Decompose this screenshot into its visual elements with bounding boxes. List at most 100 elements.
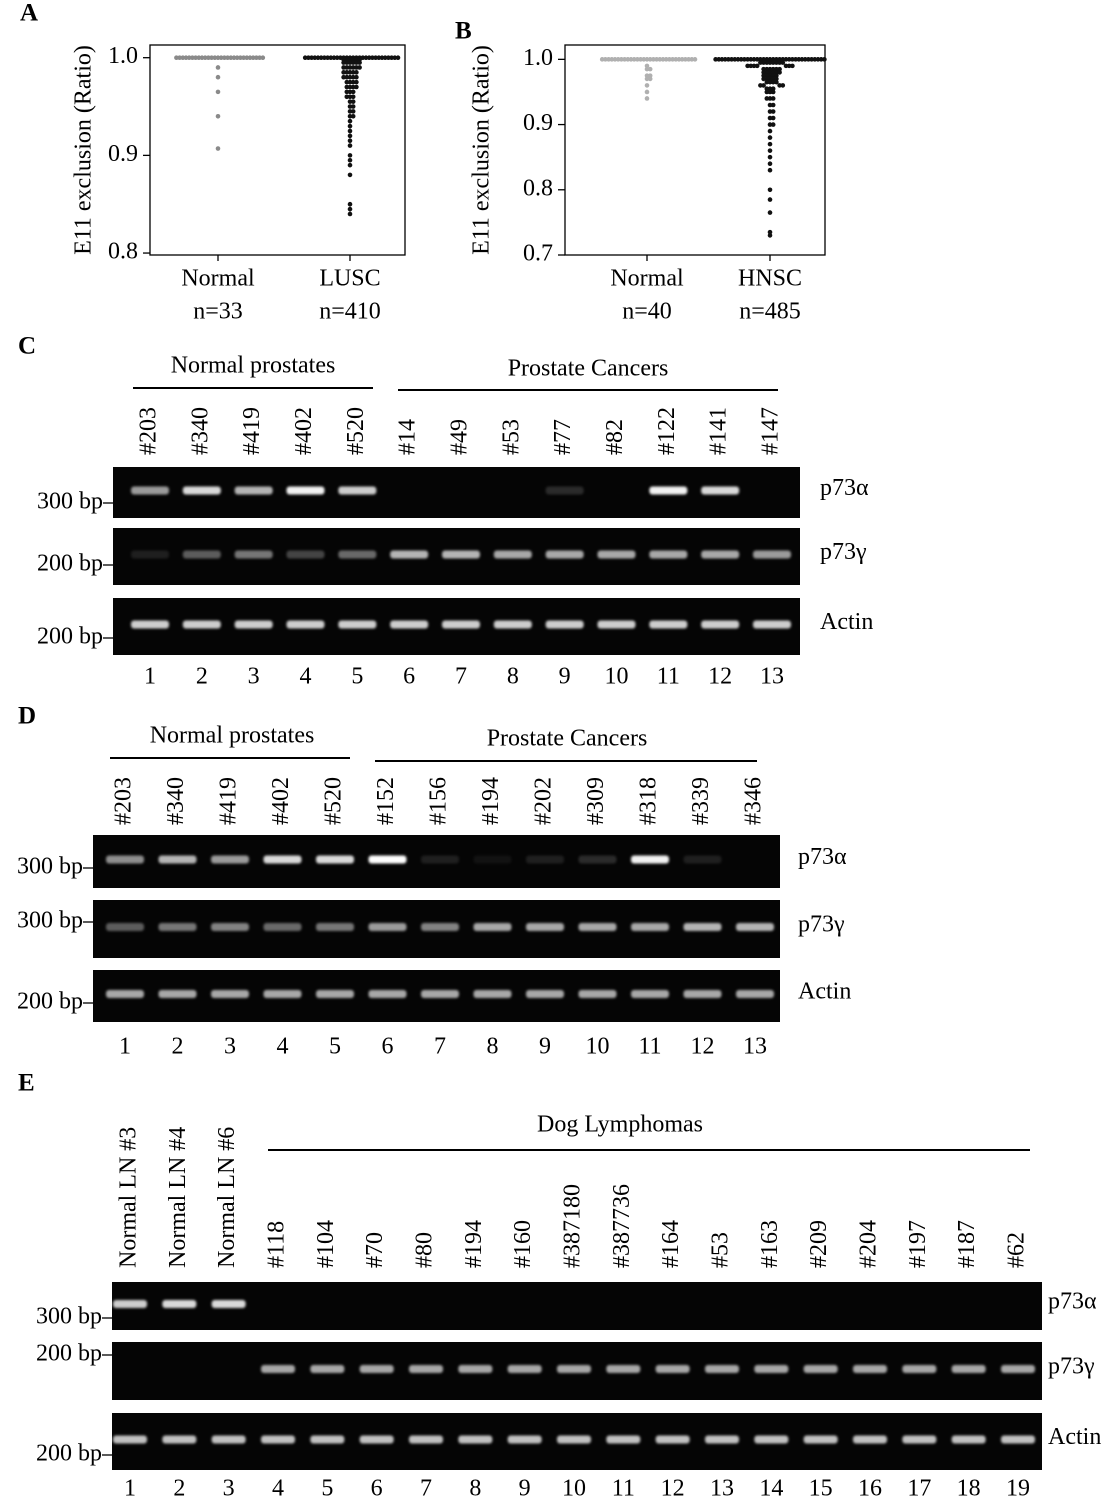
- data-point: [767, 229, 773, 235]
- gel-band: [368, 990, 407, 998]
- gel-band: [754, 1435, 789, 1444]
- gel-band: [338, 620, 377, 629]
- data-point: [767, 167, 773, 173]
- data-point: [609, 57, 615, 62]
- data-point: [767, 79, 773, 85]
- data-point: [341, 65, 346, 70]
- data-point: [386, 55, 391, 60]
- gel-band: [951, 1365, 986, 1373]
- data-point: [644, 76, 650, 82]
- gel-band: [902, 1435, 937, 1444]
- lane-label: Normal LN #3: [116, 1127, 142, 1268]
- data-point: [726, 57, 731, 62]
- data-point: [767, 109, 773, 114]
- data-point: [783, 63, 789, 69]
- gel-band: [409, 1365, 443, 1373]
- band-label: Actin: [798, 979, 851, 1005]
- gel-band: [211, 923, 249, 931]
- data-point: [354, 74, 359, 80]
- lane-label: #402: [268, 777, 294, 825]
- gel-band: [1001, 1435, 1035, 1444]
- gel-band: [683, 855, 722, 864]
- data-point: [644, 66, 650, 72]
- lane-number: 11: [657, 664, 680, 690]
- y-axis-label: E11 exclusion (Ratio): [71, 45, 97, 255]
- band-label: Actin: [820, 609, 873, 635]
- gel-band: [631, 990, 669, 998]
- data-point: [344, 79, 350, 85]
- gel-band: [458, 1365, 493, 1373]
- gel-band: [310, 1435, 345, 1444]
- lane-number: 8: [487, 1034, 499, 1060]
- gel-band: [631, 855, 669, 864]
- gel-band: [951, 1435, 986, 1444]
- gel-band: [182, 486, 221, 495]
- lane-number: 4: [300, 664, 312, 690]
- data-point: [777, 70, 782, 75]
- data-point: [347, 123, 353, 129]
- data-point: [729, 57, 734, 62]
- lane-number: 10: [586, 1034, 610, 1060]
- n-label: n=485: [739, 299, 801, 325]
- data-point: [347, 65, 353, 70]
- data-point: [767, 122, 773, 127]
- gel-band: [736, 923, 774, 931]
- data-point: [347, 60, 353, 65]
- data-point: [793, 57, 798, 62]
- data-point: [770, 102, 776, 108]
- lane-label: #209: [806, 1220, 832, 1268]
- data-point: [767, 233, 773, 238]
- gel-band: [578, 855, 617, 864]
- data-point: [344, 94, 350, 100]
- gel-band: [473, 990, 512, 998]
- data-point: [812, 57, 818, 62]
- gel-band: [316, 855, 354, 864]
- data-point: [683, 57, 688, 62]
- data-point: [745, 63, 750, 69]
- data-point: [657, 57, 663, 62]
- data-point: [347, 104, 353, 109]
- data-point: [758, 57, 763, 62]
- data-point: [676, 57, 682, 62]
- lane-number: 6: [403, 664, 415, 690]
- lane-number: 13: [760, 664, 784, 690]
- data-point: [767, 102, 773, 108]
- data-point: [754, 57, 760, 62]
- data-point: [212, 55, 218, 60]
- data-point: [328, 55, 334, 60]
- gel-band: [158, 855, 197, 864]
- lane-label: #80: [412, 1232, 438, 1268]
- y-tick-label: 1.0: [523, 45, 553, 71]
- data-point: [644, 63, 650, 69]
- group-label: Normal prostates: [150, 723, 315, 749]
- data-point: [347, 153, 353, 158]
- gel-band: [421, 855, 459, 864]
- data-point: [767, 141, 773, 147]
- data-point: [186, 55, 192, 60]
- data-point: [761, 57, 766, 62]
- data-point: [780, 60, 786, 65]
- y-tick-label: 1.0: [108, 43, 138, 69]
- gel-band: [754, 1365, 789, 1373]
- data-point: [350, 104, 356, 109]
- lane-number: 12: [708, 664, 732, 690]
- data-point: [780, 83, 786, 88]
- data-point: [247, 55, 253, 60]
- data-point: [238, 55, 243, 60]
- data-point: [347, 128, 353, 134]
- data-point: [679, 57, 685, 62]
- panel-letter: C: [18, 333, 36, 360]
- data-point: [244, 55, 250, 60]
- data-point: [315, 55, 321, 60]
- data-point: [647, 57, 653, 62]
- data-point: [344, 60, 350, 65]
- data-point: [215, 146, 221, 151]
- panel-letter: A: [20, 0, 38, 27]
- group-label: Prostate Cancers: [508, 356, 669, 382]
- data-point: [770, 76, 776, 82]
- gel-band: [234, 550, 273, 559]
- lane-label: #152: [373, 777, 399, 825]
- data-point: [190, 55, 195, 60]
- data-point: [738, 57, 744, 62]
- gel-band: [158, 990, 197, 998]
